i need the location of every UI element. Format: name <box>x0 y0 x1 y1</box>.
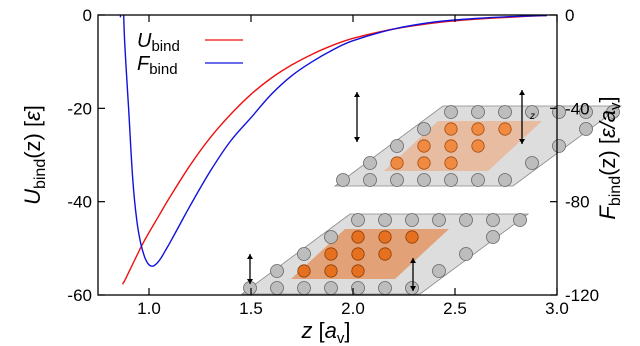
inset-top-substrate-atom <box>471 105 485 119</box>
inset-top-adsorbate-atom <box>471 139 485 153</box>
inset-top-substrate-atom <box>390 139 404 153</box>
y-right-tick-label: 0 <box>565 6 574 25</box>
inset-top-substrate-atom <box>336 173 350 187</box>
inset-top-adsorbate-atom <box>417 156 431 170</box>
x-axis-title: z [av] <box>300 318 350 346</box>
inset-distance-arrow-top <box>354 92 360 142</box>
plot-frame <box>97 14 558 296</box>
inset-bottom-adsorbate-atom <box>324 264 338 278</box>
inset-bottom-adsorbate-atom <box>324 247 338 261</box>
inset-bottom-adsorbate-atom <box>378 247 392 261</box>
inset-bottom-substrate-atom <box>270 264 284 278</box>
inset-top-adsorbate-atom <box>444 122 458 136</box>
legend-label-u-bind: Ubind <box>137 30 180 55</box>
y-left-tick-label: -60 <box>67 286 92 305</box>
series-layer <box>119 15 547 285</box>
x-tick-label: 1.0 <box>137 299 161 318</box>
x-tick-label: 2.5 <box>443 299 467 318</box>
x-tick-label: 1.5 <box>239 299 263 318</box>
x-tick-label: 3.0 <box>545 299 569 318</box>
inset-bottom-adsorbate-atom <box>405 230 419 244</box>
inset-bottom-substrate-atom <box>324 230 338 244</box>
arrow-head-top <box>410 258 416 263</box>
arrow-head-top <box>519 90 525 95</box>
inset-top-substrate-atom <box>579 105 593 119</box>
inset-top-substrate-atom <box>390 173 404 187</box>
y-right-tick-label: -40 <box>565 99 590 118</box>
inset-bottom-adsorbate-atom <box>297 264 311 278</box>
inset-distance-arrow-left <box>247 254 253 284</box>
arrow-head-bottom <box>519 139 525 144</box>
inset-top-substrate-atom <box>471 173 485 187</box>
series-f-bind-line <box>119 15 547 267</box>
inset-top-substrate-atom <box>363 173 377 187</box>
inset-bottom-substrate-atom <box>378 281 392 295</box>
inset-bottom-substrate-atom <box>486 230 500 244</box>
inset-top-substrate-atom <box>552 105 566 119</box>
arrow-head-bottom <box>247 279 253 284</box>
y-left-axis-title: Ubind(z) [ε] <box>20 105 49 205</box>
inset-top-substrate-atom <box>417 173 431 187</box>
inset-top-substrate-atom <box>417 122 431 136</box>
ticks-layer: 1.0 1.5 2.0 2.5 3.0 0 -20 -40 -60 0 -40 -80 -120 <box>67 6 599 318</box>
inset-top-substrate-atom <box>444 173 458 187</box>
arrow-head-top <box>354 92 360 97</box>
inset-top-substrate-atom <box>579 122 593 136</box>
inset-bottom-substrate-atom <box>351 213 365 227</box>
inset-bottom-substrate-atom <box>432 213 446 227</box>
inset-distance-label: z <box>529 111 535 122</box>
inset-top-substrate-atom <box>552 139 566 153</box>
y-right-axis-title: Fbind(z) [ε/av] <box>595 96 624 219</box>
inset-bottom-substrate-atom <box>432 264 446 278</box>
inset-top-substrate-atom <box>525 105 539 119</box>
inset-bottom-substrate-atom <box>297 247 311 261</box>
inset-bottom-substrate-atom <box>270 281 284 295</box>
y-right-tick-label: -80 <box>565 193 590 212</box>
inset-top-substrate-atom <box>363 156 377 170</box>
inset-top-adsorbate-atom <box>498 122 512 136</box>
inset-distance-arrow-center <box>410 258 416 291</box>
inset-bottom-substrate-atom <box>378 213 392 227</box>
inset-top-adsorbate-atom <box>417 139 431 153</box>
inset-top-substrate-atom <box>498 173 512 187</box>
inset-top-substrate-atom <box>525 156 539 170</box>
inset-top-adsorbate-atom <box>444 156 458 170</box>
inset-top-substrate-atom <box>498 105 512 119</box>
inset-top-adsorbate-atom <box>444 139 458 153</box>
inset-bottom-adsorbate-atom <box>351 264 365 278</box>
inset-top-substrate-atom <box>444 105 458 119</box>
inset-bottom-substrate-atom <box>486 213 500 227</box>
inset-top-adsorbate-atom <box>390 156 404 170</box>
inset-top-substrate-atom <box>606 105 620 119</box>
inset-bottom-substrate-atom <box>324 281 338 295</box>
y-left-tick-label: -20 <box>67 99 92 118</box>
inset-lattice-illustration: z <box>240 90 623 295</box>
inset-bottom-substrate-atom <box>405 213 419 227</box>
legend: Ubind Fbind <box>137 30 243 78</box>
arrow-head-bottom <box>410 286 416 291</box>
legend-label-f-bind: Fbind <box>137 53 178 78</box>
arrow-head-top <box>247 254 253 259</box>
y-left-tick-label: 0 <box>83 6 92 25</box>
arrow-head-bottom <box>354 137 360 142</box>
x-tick-label: 2.0 <box>341 299 365 318</box>
inset-distance-arrow-right <box>519 90 525 144</box>
inset-bottom-substrate-atom <box>297 281 311 295</box>
inset-bottom-substrate-atom <box>459 247 473 261</box>
inset-bottom-substrate-atom <box>459 213 473 227</box>
y-left-tick-label: -40 <box>67 193 92 212</box>
inset-bottom-adsorbate-atom <box>351 247 365 261</box>
y-right-tick-label: -120 <box>565 286 599 305</box>
inset-top-adsorbate-atom <box>471 122 485 136</box>
inset-bottom-adsorbate-atom <box>351 230 365 244</box>
inset-bottom-adsorbate-atom <box>378 230 392 244</box>
inset-bottom-substrate-atom <box>513 213 527 227</box>
